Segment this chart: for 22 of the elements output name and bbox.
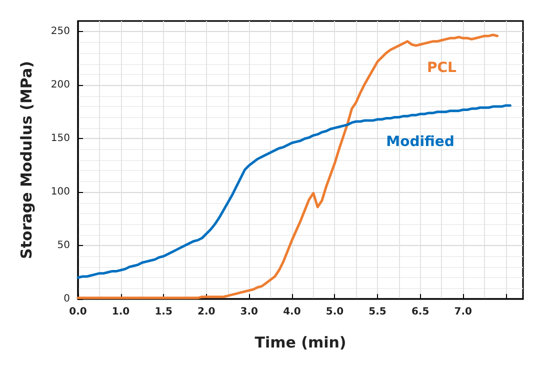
line-series [76,34,499,300]
line-series [76,104,512,279]
y-tick-label: 250 [50,26,70,38]
x-tick-label: 6.5 [411,306,430,318]
x-tick-label: 1.5 [154,306,172,318]
y-axis-title: Storage Modulus (MPa) [18,61,36,259]
y-tick-label: 150 [50,133,70,144]
x-tick-label: 1.0 [112,306,130,318]
x-tick-label: 3.0 [240,306,258,318]
x-axis-title: Time (min) [254,334,346,352]
series-label: PCL [426,60,457,76]
x-tick-label: 0.0 [69,306,87,318]
x-tick-label: 7.0 [454,306,472,318]
y-tick-label: 100 [50,186,70,198]
y-tick-label: 200 [50,80,70,91]
y-tick-label: 0 [64,294,70,304]
series-label: Modified [386,134,454,150]
x-tick-label: 2.0 [198,306,216,318]
y-tick-label: 50 [57,240,70,252]
x-tick-label: 5.5 [368,306,386,318]
x-tick-label: 5.0 [326,306,344,318]
x-tick-label: 4.0 [283,306,301,318]
